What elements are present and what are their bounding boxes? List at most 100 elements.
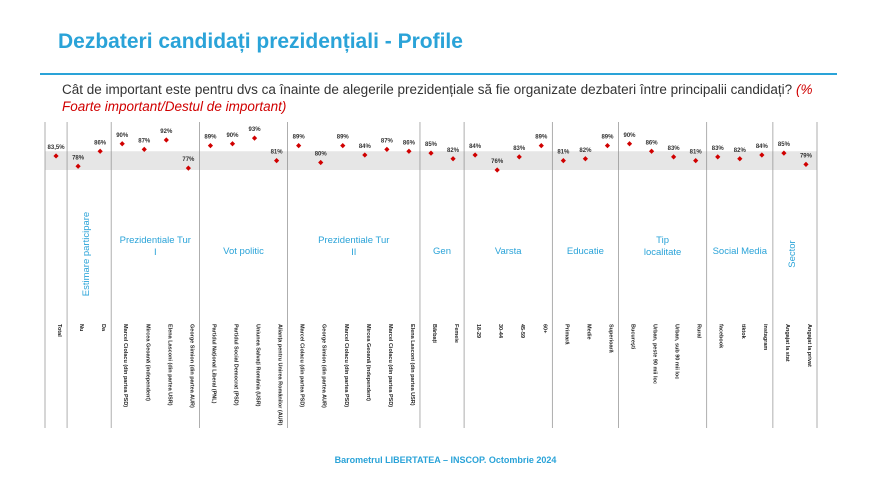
page-title: Dezbateri candidați prezidențiali - Prof… bbox=[58, 30, 463, 53]
category-label: George Simion (din partea AUR) bbox=[188, 324, 194, 408]
footer-source: Barometrul LIBERTATEA – INSCOP. Octombri… bbox=[334, 455, 557, 465]
group-label: Social Media bbox=[713, 246, 768, 257]
data-point bbox=[737, 156, 743, 162]
category-label: Alianța pentru Unirea Românilor (AUR) bbox=[277, 324, 283, 426]
data-point bbox=[516, 154, 522, 160]
category-label: Medie bbox=[585, 324, 591, 340]
value-label: 83,5% bbox=[48, 145, 66, 151]
data-point bbox=[626, 141, 633, 147]
category-label: Da bbox=[100, 324, 106, 332]
data-point bbox=[472, 152, 478, 158]
data-point bbox=[671, 154, 677, 160]
value-label: 83% bbox=[712, 146, 725, 152]
data-point bbox=[207, 143, 214, 149]
data-point bbox=[384, 146, 390, 152]
value-label: 82% bbox=[734, 148, 747, 154]
value-label: 85% bbox=[425, 142, 438, 148]
group-label: Prezidentiale Tur II bbox=[318, 235, 389, 258]
category-label: Partidul Național Liberal (PNL) bbox=[210, 324, 216, 404]
data-point bbox=[582, 156, 588, 162]
group-label: Sector bbox=[787, 240, 798, 267]
data-point bbox=[759, 152, 765, 158]
value-label: 86% bbox=[646, 140, 659, 146]
value-label: 82% bbox=[447, 148, 460, 154]
value-label: 83% bbox=[668, 146, 681, 152]
data-point bbox=[538, 143, 544, 149]
category-label: Femeie bbox=[453, 324, 459, 343]
data-point bbox=[450, 156, 456, 162]
data-point bbox=[428, 150, 434, 156]
category-label: Elena Lasconi (din partea USR) bbox=[409, 324, 415, 406]
title-divider bbox=[40, 73, 837, 75]
value-label: 84% bbox=[469, 144, 482, 150]
data-point bbox=[494, 167, 500, 173]
value-label: 92% bbox=[160, 129, 173, 135]
value-label: 93% bbox=[249, 127, 262, 133]
data-point bbox=[693, 158, 699, 164]
data-point bbox=[185, 165, 191, 171]
question-note: (% Foarte important/Destul de important) bbox=[62, 82, 813, 114]
category-label: 45-59 bbox=[519, 324, 525, 338]
data-point bbox=[141, 146, 147, 152]
value-label: 81% bbox=[690, 150, 703, 156]
category-label: Marcel Ciolacu (din partea PSD) bbox=[387, 324, 393, 407]
value-label: 79% bbox=[800, 153, 813, 159]
category-label: Angajat la stat bbox=[784, 324, 790, 362]
value-label: 89% bbox=[337, 135, 350, 141]
value-label: 85% bbox=[778, 142, 791, 148]
category-label: Total bbox=[56, 324, 62, 337]
value-label: 82% bbox=[579, 148, 592, 154]
value-label: 90% bbox=[116, 133, 129, 139]
category-label: Primară bbox=[563, 324, 569, 345]
data-point bbox=[251, 135, 258, 141]
category-label: Partidul Social Democrat (PSD) bbox=[232, 324, 238, 406]
data-point bbox=[648, 148, 655, 154]
value-label: 84% bbox=[756, 144, 769, 150]
category-label: București bbox=[630, 324, 636, 350]
value-label: 90% bbox=[226, 133, 239, 139]
value-label: 81% bbox=[557, 150, 570, 156]
category-label: 30-44 bbox=[497, 324, 503, 339]
value-label: 86% bbox=[94, 140, 107, 146]
group-label: Estimare participare bbox=[81, 212, 92, 296]
category-label: Urban, peste 90 mii loc bbox=[652, 324, 658, 384]
data-point bbox=[362, 152, 368, 158]
category-label: Marcel Ciolacu (din partea PSD) bbox=[343, 324, 349, 407]
value-label: 78% bbox=[72, 155, 85, 161]
category-label: Marcel Ciolacu (din partea PSD) bbox=[299, 324, 305, 407]
data-point bbox=[715, 154, 721, 160]
group-label: Varsta bbox=[495, 246, 522, 257]
category-label: Angajat la privat bbox=[806, 324, 812, 367]
value-label: 90% bbox=[624, 133, 637, 139]
value-label: 84% bbox=[359, 144, 372, 150]
category-label: Mircea Geoană (independent) bbox=[365, 324, 371, 401]
value-label: 89% bbox=[293, 135, 306, 141]
group-label: Vot politic bbox=[223, 246, 264, 257]
value-label: 81% bbox=[271, 150, 284, 156]
category-label: Urban, sub 90 mii loc bbox=[674, 324, 680, 379]
group-label: Prezidentiale Tur I bbox=[120, 235, 191, 258]
category-label: 60+ bbox=[541, 324, 547, 333]
category-label: Bărbați bbox=[431, 324, 437, 343]
category-label: George Simion (din partea AUR) bbox=[321, 324, 327, 408]
data-point bbox=[560, 158, 566, 164]
value-label: 76% bbox=[491, 159, 504, 165]
value-label: 77% bbox=[182, 157, 195, 163]
category-label: facebook bbox=[718, 324, 724, 349]
data-point bbox=[75, 163, 81, 169]
category-label: Elena Lasconi (din partea USR) bbox=[166, 324, 172, 406]
category-label: Uniunea Salvați România (USR) bbox=[255, 324, 261, 407]
category-label: instagram bbox=[762, 324, 768, 350]
group-label: Gen bbox=[433, 246, 451, 257]
category-label: 18-29 bbox=[475, 324, 481, 338]
category-label: Superioară bbox=[607, 324, 613, 354]
data-point bbox=[97, 148, 103, 154]
data-point bbox=[406, 148, 412, 154]
reference-band bbox=[45, 151, 817, 170]
value-label: 86% bbox=[403, 140, 416, 146]
data-point bbox=[229, 141, 236, 147]
question-text: Cât de important este pentru dvs ca înai… bbox=[62, 82, 793, 97]
survey-question: Cât de important este pentru dvs ca înai… bbox=[62, 81, 832, 115]
data-point bbox=[163, 137, 169, 143]
